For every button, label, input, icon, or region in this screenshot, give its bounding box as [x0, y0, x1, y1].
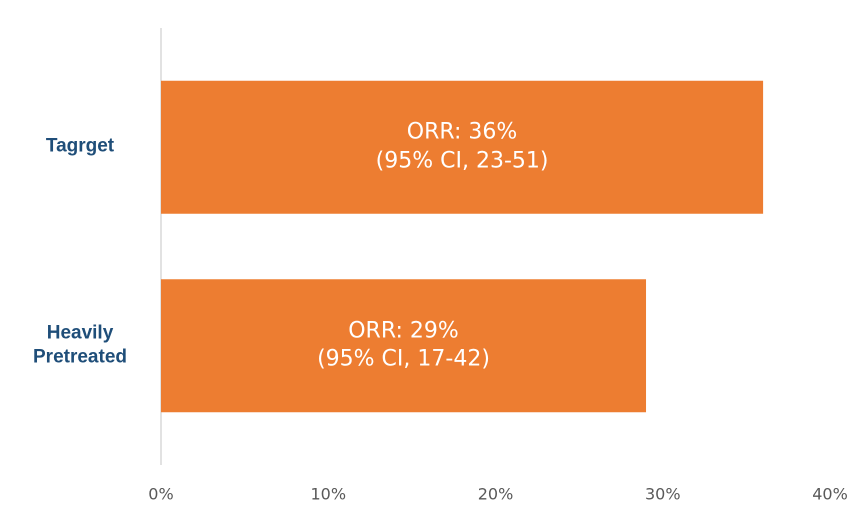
x-tick-label: 20% — [477, 484, 514, 504]
data-label: ORR: 29% (95% CI, 17-42) — [317, 318, 490, 372]
bar — [161, 279, 647, 413]
x-tick-label: 30% — [644, 484, 681, 504]
bar — [161, 80, 764, 214]
data-label: ORR: 36% (95% CI, 23-51) — [375, 119, 549, 174]
y-tick-label: Heavily Pretreated — [33, 322, 127, 368]
x-tick-label: 10% — [310, 484, 347, 504]
y-tick-label: Tagrget — [45, 135, 115, 157]
x-tick-label: 0% — [148, 484, 174, 504]
x-tick-label: 40% — [812, 484, 848, 504]
